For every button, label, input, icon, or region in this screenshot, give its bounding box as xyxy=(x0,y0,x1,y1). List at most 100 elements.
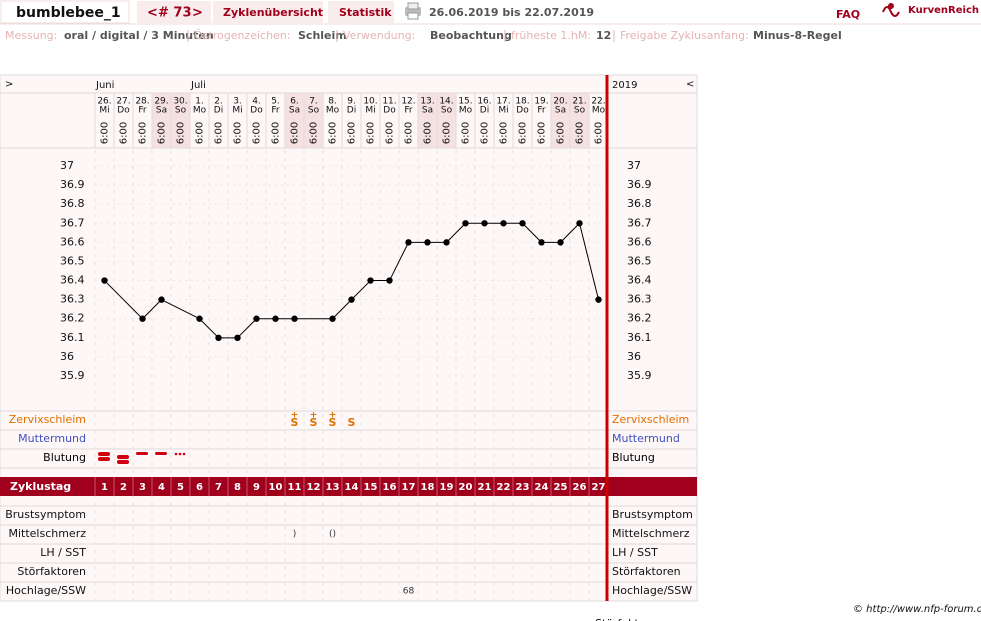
temperature-line xyxy=(237,318,257,339)
info-label: Verwendung: xyxy=(343,29,415,42)
time-label: 6:00 xyxy=(518,122,529,144)
cycle-box[interactable] xyxy=(137,1,211,23)
date-label: 5. xyxy=(271,97,280,107)
weekday-label: Fr xyxy=(138,106,147,116)
row-label: Zervixschleim xyxy=(612,413,689,426)
time-label: 6:00 xyxy=(271,122,282,144)
cycle-day-label: Zyklustag xyxy=(10,480,71,493)
temperature-line xyxy=(579,223,599,300)
date-label: 6. xyxy=(290,97,299,107)
weekday-label: Mi xyxy=(365,106,375,116)
row-label: Muttermund xyxy=(612,432,680,445)
cycle-day-number: 19 xyxy=(440,482,454,493)
cycle-day-number: 27 xyxy=(592,482,606,493)
time-label: 6:00 xyxy=(575,122,586,144)
row-cell: 68 xyxy=(403,587,415,597)
temperature-point xyxy=(405,239,412,246)
weekday-label: Sa xyxy=(555,106,566,116)
nav-right[interactable]: < xyxy=(686,79,694,90)
month-label: Juni xyxy=(95,80,114,91)
date-label: 22. xyxy=(591,97,605,107)
cervix-mark: S xyxy=(310,416,318,429)
tab[interactable]: Statistik xyxy=(339,6,392,19)
temperature-point xyxy=(443,239,450,246)
date-label: 28. xyxy=(135,97,149,107)
cycle-day-number: 9 xyxy=(253,482,260,493)
temperature-point xyxy=(101,277,108,284)
row-label: Blutung xyxy=(43,451,86,464)
faq-link[interactable]: FAQ xyxy=(836,8,860,21)
temperature-line xyxy=(560,222,580,243)
temperature-point xyxy=(253,315,260,322)
weekday-label: Do xyxy=(383,106,396,116)
y-tick-label: 36 xyxy=(627,350,641,363)
cervix-mark: S xyxy=(291,416,299,429)
tab[interactable]: Zyklenübersicht xyxy=(223,6,323,19)
brand-link[interactable]: KurvenReich xyxy=(908,5,979,16)
y-tick-label: 36.6 xyxy=(627,235,652,248)
row-label: LH / SST xyxy=(612,546,658,559)
cycle-day-number: 10 xyxy=(269,482,283,493)
time-label: 6:00 xyxy=(461,122,472,144)
row-label: Zervixschleim xyxy=(9,413,86,426)
info-value: Schleim xyxy=(298,29,347,42)
printer-icon[interactable] xyxy=(405,2,421,20)
y-tick-label: 36.7 xyxy=(60,216,85,229)
cycle-day-number: 16 xyxy=(383,482,397,493)
temperature-line xyxy=(104,280,143,320)
weekend-shade xyxy=(171,93,190,148)
y-tick-label: 37 xyxy=(60,159,74,172)
weekday-label: Di xyxy=(480,106,489,116)
date-label: 16. xyxy=(477,97,491,107)
date-label: 15. xyxy=(458,97,472,107)
temperature-point xyxy=(538,239,545,246)
cervix-mark: + xyxy=(310,411,318,421)
time-label: 6:00 xyxy=(100,122,111,144)
date-label: 19. xyxy=(534,97,548,107)
y-tick-label: 36.2 xyxy=(627,312,652,325)
y-tick-label: 36.5 xyxy=(60,254,85,267)
row-label: Blutung xyxy=(612,451,655,464)
time-label: 6:00 xyxy=(347,122,358,144)
row-label: Muttermund xyxy=(18,432,86,445)
tab-box[interactable] xyxy=(213,1,323,23)
temperature-point xyxy=(215,334,222,342)
date-label: 4. xyxy=(252,97,261,107)
date-label: 29. xyxy=(154,97,168,107)
temperature-point xyxy=(595,296,602,303)
temperature-point xyxy=(367,277,374,284)
row-label: Störfaktoren xyxy=(595,617,664,621)
cycle-prev[interactable]: < xyxy=(147,6,158,21)
time-label: 6:00 xyxy=(385,122,396,144)
cycle-day-number: 18 xyxy=(421,482,435,493)
temperature-point xyxy=(196,315,203,322)
weekend-shade xyxy=(418,93,437,148)
cycle-day-number: 3 xyxy=(139,482,146,493)
temperature-point xyxy=(272,315,279,322)
info-label: Östrogenzeichen: xyxy=(194,29,291,42)
user-name: bumblebee_1 xyxy=(16,5,121,21)
weekday-label: Do xyxy=(250,106,263,116)
weekday-label: Mi xyxy=(498,106,508,116)
temperature-point xyxy=(329,315,336,322)
row-label: Mittelschmerz xyxy=(8,527,86,540)
y-tick-label: 36.4 xyxy=(627,274,652,287)
weekday-label: Do xyxy=(117,106,130,116)
tab-box[interactable] xyxy=(328,1,394,23)
nav-left[interactable]: > xyxy=(5,79,13,90)
cycle-day-number: 14 xyxy=(345,482,359,493)
info-value: Minus-8-Regel xyxy=(753,29,842,42)
weekday-label: Mi xyxy=(232,106,242,116)
cycle-day-number: 6 xyxy=(196,482,203,493)
cycle-day-number: 8 xyxy=(234,482,241,493)
cycle-next[interactable]: > xyxy=(192,6,203,21)
date-label: 27. xyxy=(116,97,130,107)
cycle-day-number: 7 xyxy=(215,482,222,493)
y-tick-label: 35.9 xyxy=(627,369,652,382)
temperature-point xyxy=(500,220,507,227)
date-label: 3. xyxy=(233,97,242,107)
temperature-point xyxy=(481,220,488,227)
temperature-point xyxy=(462,220,469,227)
brand-icon[interactable] xyxy=(882,3,900,17)
